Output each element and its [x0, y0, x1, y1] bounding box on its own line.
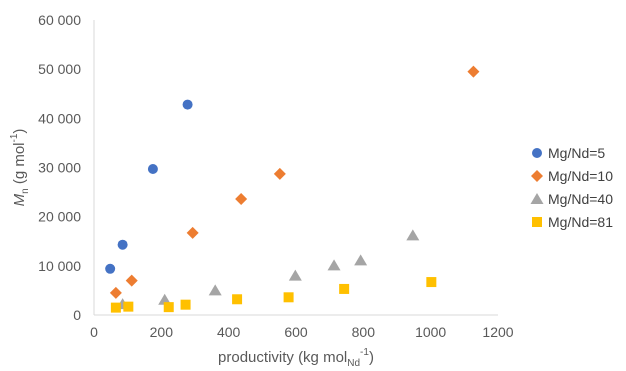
y-tick-label: 60 000: [38, 12, 81, 28]
data-point-square: [123, 301, 134, 312]
y-tick-label: 20 000: [38, 209, 81, 225]
y-tick-label: 40 000: [38, 110, 81, 126]
legend-label: Mg/Nd=81: [548, 214, 613, 230]
y-axis-title-end: ): [11, 129, 28, 134]
data-point-diamond: [235, 192, 248, 205]
x-axis-ticks: 0 200 400 600 800 1000 1200: [90, 324, 514, 340]
legend-label: Mg/Nd=10: [548, 168, 613, 184]
y-tick-label: 50 000: [38, 61, 81, 77]
y-axis-title-rest: (g mol: [11, 143, 28, 189]
y-tick-label: 10 000: [38, 258, 81, 274]
data-point-square: [283, 292, 294, 303]
data-point-diamond: [186, 226, 199, 239]
legend-label: Mg/Nd=40: [548, 191, 613, 207]
x-tick-label: 600: [284, 324, 308, 340]
data-point-triangle: [406, 229, 420, 241]
x-axis-title-end: ): [369, 349, 374, 366]
data-point-square: [110, 302, 121, 313]
x-tick-label: 0: [90, 324, 98, 340]
data-point-triangle: [208, 284, 222, 296]
y-axis-title: Mn (g mol-1): [9, 129, 31, 207]
x-axis-title-sub: Nd: [347, 358, 360, 369]
data-points: [105, 65, 480, 313]
x-tick-label: 1200: [482, 324, 513, 340]
legend-marker-triangle: [530, 193, 544, 204]
x-tick-label: 1000: [415, 324, 446, 340]
y-tick-label: 0: [73, 307, 81, 323]
data-point-circle: [105, 263, 116, 274]
y-tick-label: 30 000: [38, 160, 81, 176]
y-axis-title-sup: -1: [9, 133, 20, 142]
x-tick-label: 800: [352, 324, 376, 340]
legend-label: Mg/Nd=5: [548, 145, 605, 161]
data-point-circle: [182, 99, 193, 110]
x-axis-title-sup: -1: [360, 347, 369, 358]
y-axis-title-sub: n: [20, 188, 31, 194]
data-point-triangle: [327, 259, 341, 271]
legend: Mg/Nd=5 Mg/Nd=10 Mg/Nd=40 Mg/Nd=81: [530, 145, 613, 230]
y-axis-ticks: 0 10 000 20 000 30 000 40 000 50 000 60 000: [38, 12, 81, 323]
data-point-diamond: [467, 65, 480, 78]
data-point-diamond: [125, 274, 138, 287]
data-point-square: [232, 294, 243, 305]
data-point-diamond: [273, 167, 286, 180]
data-point-square: [163, 302, 174, 313]
data-point-triangle: [288, 269, 302, 281]
data-point-square: [339, 283, 350, 294]
y-axis-title-main: M: [11, 193, 28, 206]
x-tick-label: 400: [217, 324, 241, 340]
data-point-triangle: [158, 293, 172, 305]
legend-marker-circle: [532, 148, 542, 158]
data-point-circle: [117, 239, 128, 250]
data-point-diamond: [109, 286, 122, 299]
plot-area: 0 200 400 600 800 1000 1200 0 10 000 20 000 30 00…: [38, 12, 514, 340]
legend-marker-square: [532, 217, 542, 227]
data-point-square: [426, 277, 437, 288]
legend-marker-diamond: [531, 170, 543, 182]
data-point-circle: [147, 163, 158, 174]
x-axis-title: productivity (kg molNd-1): [218, 347, 374, 369]
data-point-square: [180, 299, 191, 310]
x-axis-title-main: productivity (kg mol: [218, 349, 347, 366]
x-tick-label: 200: [150, 324, 174, 340]
data-point-triangle: [354, 254, 368, 266]
